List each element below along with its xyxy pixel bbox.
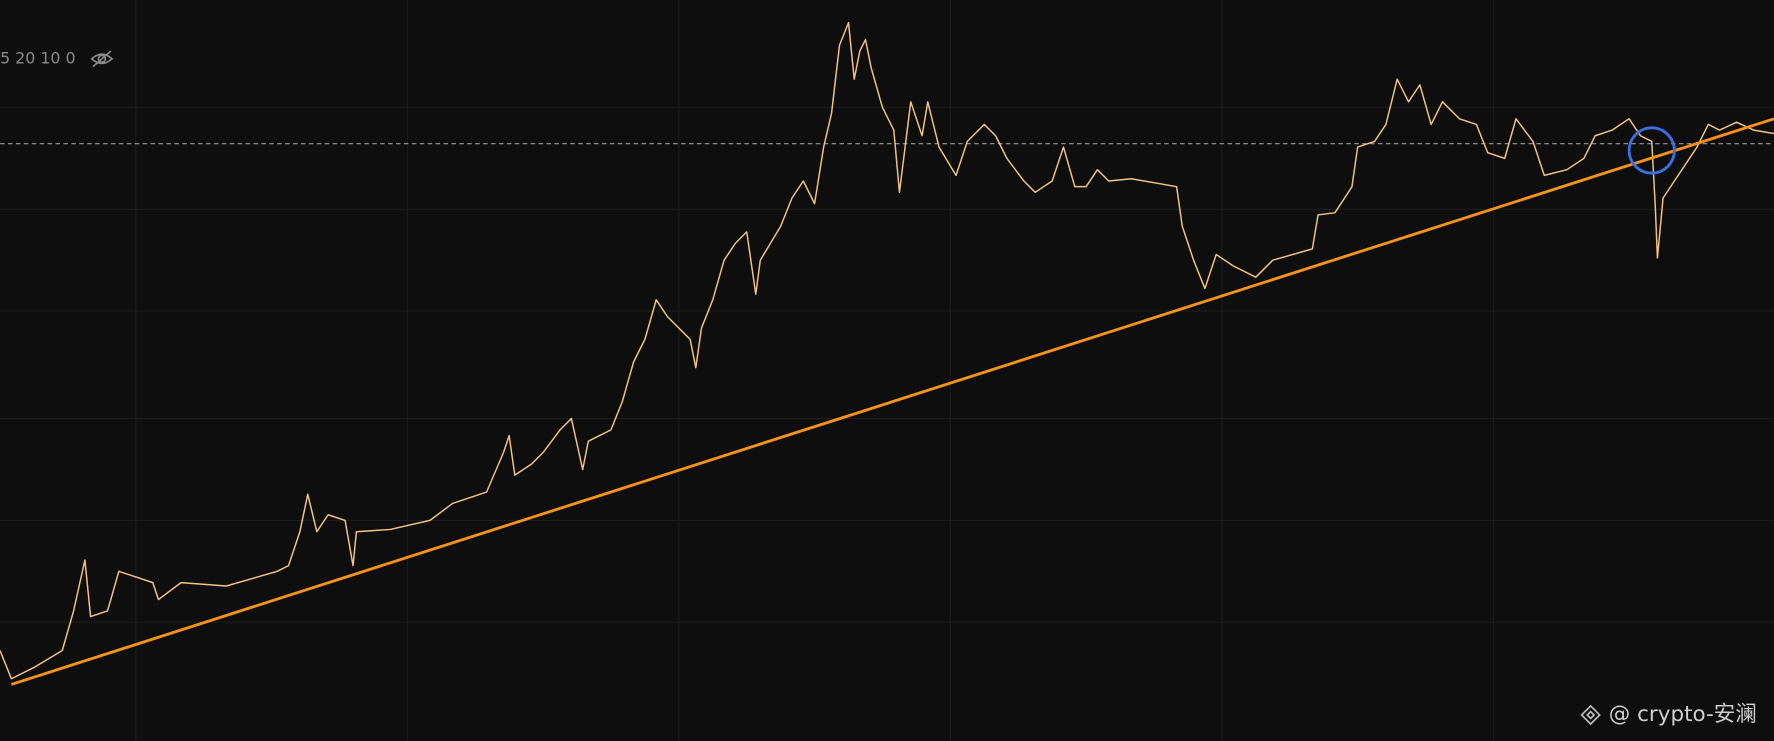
logo [1580, 704, 1601, 726]
hide-icon[interactable] [90, 50, 114, 68]
price-line [0, 21, 1774, 680]
watermark: @ crypto-安澜 [1609, 702, 1757, 727]
highlight-circle [1627, 126, 1676, 175]
trendline [10, 117, 1774, 686]
indicator-values: 5 20 10 0 [0, 48, 76, 67]
plot-area [0, 21, 1774, 686]
